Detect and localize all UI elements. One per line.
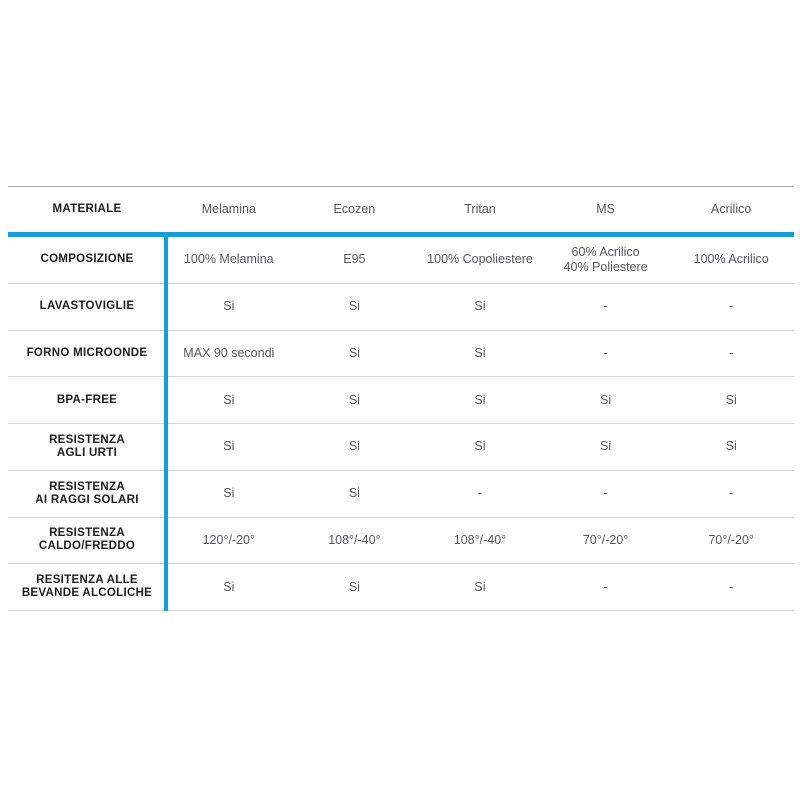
table-cell: Si: [600, 392, 612, 407]
table-cell: Si: [348, 345, 360, 360]
table-cell: Si: [348, 439, 360, 454]
table-cell: -: [603, 345, 608, 360]
row-label: COMPOSIZIONE: [40, 253, 134, 266]
table-cell: -: [603, 486, 608, 501]
table-cell: 100% Acrilico: [693, 252, 769, 267]
table-row-bpa-free: BPA-FREE Si Si Si Si Si: [8, 377, 794, 424]
table-cell: 120°/-20°: [202, 532, 255, 547]
table-cell: 108°/-40°: [328, 532, 381, 547]
table-cell: 108°/-40°: [453, 532, 507, 547]
table-cell: Si: [474, 299, 486, 314]
table-cell: -: [477, 486, 483, 501]
table-cell: -: [729, 486, 734, 501]
row-label: RESISTENZA CALDO/FREDDO: [38, 527, 136, 553]
table-cell: -: [729, 299, 734, 314]
row-label: RESITENZA ALLE BEVANDE ALCOLICHE: [21, 574, 153, 600]
comparison-table: MATERIALE Melamina Ecozen Tritan MS Acri…: [8, 186, 794, 611]
table-cell: Si: [474, 345, 486, 360]
table-cell: 60% Acrilico 40% Poliestere: [563, 244, 648, 274]
table-cell: -: [729, 579, 734, 594]
table-row-resistenza-bevande-alcoliche: RESITENZA ALLE BEVANDE ALCOLICHE Si Si S…: [8, 564, 794, 611]
header-materiale-label: MATERIALE: [52, 203, 122, 215]
table-cell: -: [729, 345, 734, 360]
table-cell: Si: [223, 439, 235, 454]
table-row-resistenza-caldo-freddo: RESISTENZA CALDO/FREDDO 120°/-20° 108°/-…: [8, 518, 794, 565]
table-cell: Si: [474, 439, 486, 454]
column-header-tritan: Tritan: [464, 202, 496, 216]
column-header-acrilico: Acrilico: [711, 202, 752, 216]
row-label: FORNO MICROONDE: [26, 346, 148, 359]
table-cell: Si: [348, 299, 360, 314]
table-cell: Si: [348, 486, 360, 501]
table-row-resistenza-urti: RESISTENZA AGLI URTI Si Si Si Si Si: [8, 424, 794, 471]
table-header-row: MATERIALE Melamina Ecozen Tritan MS Acri…: [8, 186, 794, 232]
table-cell: E95: [343, 252, 366, 267]
table-cell: Si: [725, 392, 737, 407]
table-cell: Si: [474, 579, 486, 594]
table-row-composizione: COMPOSIZIONE 100% Melamina E95 100% Copo…: [8, 237, 794, 284]
column-header-ms: MS: [596, 202, 615, 216]
row-label: BPA-FREE: [56, 393, 118, 406]
row-label: LAVASTOVIGLIE: [39, 300, 135, 313]
column-header-ecozen: Ecozen: [333, 202, 376, 216]
table-cell: Si: [223, 486, 235, 501]
table-cell: 70°/-20°: [582, 532, 629, 547]
table-cell: Si: [223, 579, 235, 594]
table-cell: Si: [223, 392, 235, 407]
table-cell: 70°/-20°: [708, 532, 754, 547]
table-cell: -: [603, 579, 608, 594]
row-label: RESISTENZA AI RAGGI SOLARI: [35, 480, 139, 506]
table-cell: Si: [348, 392, 360, 407]
table-cell: 100% Melamina: [183, 252, 274, 267]
table-row-lavastoviglie: LAVASTOVIGLIE Si Si Si - -: [8, 284, 794, 331]
table-cell: Si: [600, 439, 612, 454]
table-row-forno-microonde: FORNO MICROONDE MAX 90 secondi Si Si - -: [8, 331, 794, 378]
table-cell: MAX 90 secondi: [183, 345, 275, 360]
header-accent-divider: [8, 232, 794, 237]
table-body: COMPOSIZIONE 100% Melamina E95 100% Copo…: [8, 237, 794, 611]
table-cell: -: [603, 299, 608, 314]
table-cell: Si: [348, 579, 360, 594]
table-cell: Si: [474, 392, 486, 407]
row-label: RESISTENZA AGLI URTI: [49, 433, 125, 459]
table-cell: 100% Copoliestere: [427, 252, 533, 267]
table-cell: Si: [223, 299, 235, 314]
table-row-resistenza-raggi-solari: RESISTENZA AI RAGGI SOLARI Si Si - - -: [8, 471, 794, 518]
table-cell: Si: [725, 439, 737, 454]
column-header-melamina: Melamina: [201, 202, 256, 216]
